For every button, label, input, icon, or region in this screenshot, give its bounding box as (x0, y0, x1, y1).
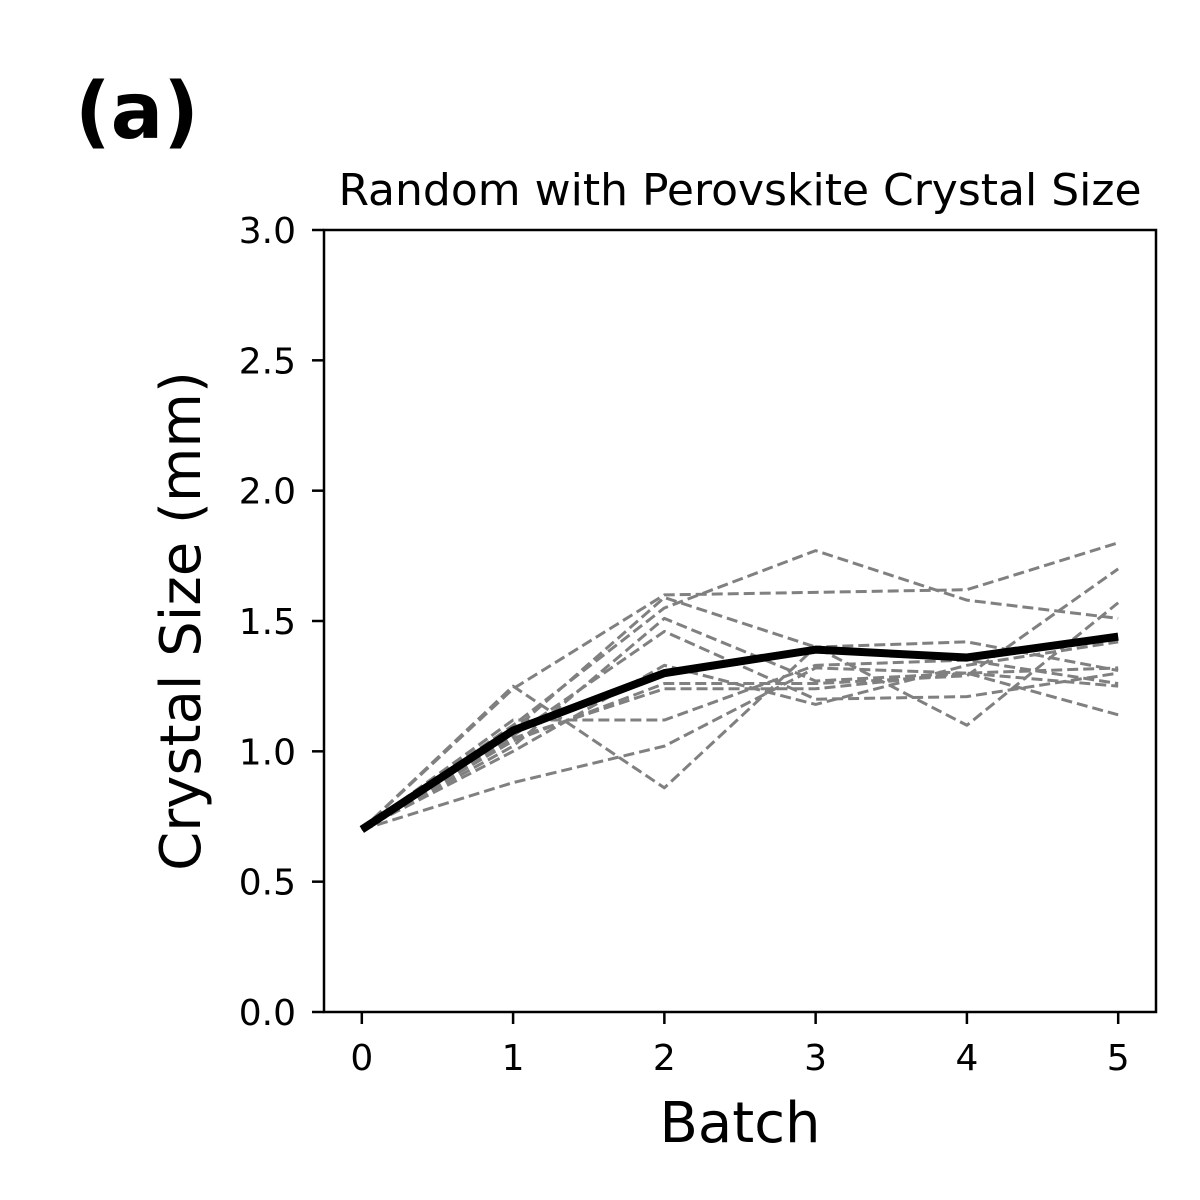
trial-series-line-1 (360, 640, 1119, 831)
x-tick-label-2: 2 (653, 1038, 676, 1079)
y-tick-label-4: 2.0 (239, 472, 296, 513)
x-tick-label-1: 1 (502, 1038, 525, 1079)
trial-series-line-10 (361, 567, 1120, 831)
mean-series-line (359, 632, 1119, 833)
x-tick-label-3: 3 (804, 1038, 827, 1079)
y-tick-label-6: 3.0 (239, 211, 296, 252)
plot-frame (322, 228, 1158, 1014)
trial-series-line-7 (361, 666, 1119, 831)
trial-series-line-11 (361, 671, 1119, 831)
series-layer (359, 541, 1120, 833)
y-tick-label-1: 0.5 (239, 863, 296, 904)
y-axis: 0.0 0.5 1.0 1.5 2.0 2.5 3.0 (239, 211, 324, 1034)
x-tick-label-0: 0 (350, 1038, 373, 1079)
y-tick-label-5: 2.5 (239, 341, 296, 382)
y-tick-label-0: 0.0 (239, 993, 296, 1034)
trial-series-line-4 (360, 549, 1119, 831)
x-tick-label-4: 4 (955, 1038, 978, 1079)
y-axis-label: Crystal Size (mm) (149, 371, 214, 871)
x-tick-label-5: 5 (1107, 1038, 1130, 1079)
trial-series-line-8 (360, 658, 1119, 831)
trial-series-line-9 (361, 640, 1119, 831)
y-tick-label-2: 1.0 (239, 732, 296, 773)
x-axis-label: Batch (660, 1091, 821, 1156)
chart-title: Random with Perovskite Crystal Size (338, 165, 1141, 216)
trial-series-line-2 (360, 541, 1119, 831)
trial-series-line-5 (361, 616, 1119, 831)
x-axis: 0 1 2 3 4 5 (350, 1012, 1130, 1079)
panel-label: (a) (75, 67, 199, 157)
y-tick-label-3: 1.5 (239, 602, 296, 643)
